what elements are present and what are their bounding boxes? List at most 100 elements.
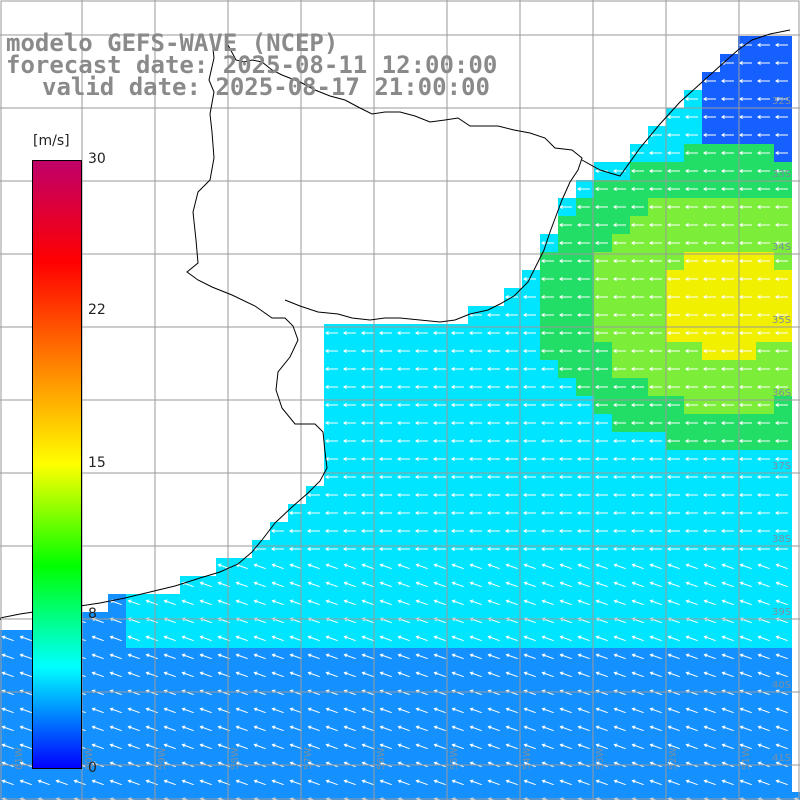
wind-arrow xyxy=(775,457,788,461)
wind-arrow xyxy=(649,367,662,371)
coastline xyxy=(0,39,328,620)
wind-arrow xyxy=(1,653,14,660)
wind-arrow xyxy=(91,707,104,714)
colorbar-tick-0: 0 xyxy=(88,760,97,776)
wind-arrow xyxy=(775,779,788,786)
wind-arrow xyxy=(667,779,680,786)
wind-arrow xyxy=(721,115,734,119)
wind-arrow xyxy=(613,421,626,425)
wind-arrow xyxy=(685,187,698,191)
wind-arrow xyxy=(649,403,662,407)
wind-arrow xyxy=(523,671,536,678)
wind-arrow xyxy=(541,277,554,281)
wind-arrow xyxy=(541,439,554,443)
wind-arrow xyxy=(559,439,572,443)
wind-arrow xyxy=(595,241,608,245)
wind-arrow xyxy=(631,581,644,588)
wind-arrow xyxy=(505,779,518,786)
wind-arrow xyxy=(631,241,644,245)
wind-arrow xyxy=(343,331,356,335)
wind-arrow xyxy=(757,187,770,191)
wind-arrow xyxy=(487,707,500,714)
wind-arrow xyxy=(199,635,212,642)
wind-arrow xyxy=(289,529,302,533)
wind-arrow xyxy=(19,635,32,642)
wind-arrow xyxy=(523,743,536,750)
wind-arrow xyxy=(649,563,662,570)
wind-arrow xyxy=(775,205,788,209)
wind-arrow xyxy=(487,367,500,371)
wind-arrow xyxy=(721,151,734,155)
wind-arrow xyxy=(775,151,788,155)
wind-arrow xyxy=(145,779,158,786)
lat-label: 32S xyxy=(772,96,791,107)
wind-arrow xyxy=(505,725,518,732)
wind-arrow xyxy=(541,547,554,551)
wind-arrow xyxy=(181,707,194,714)
wind-arrow xyxy=(739,635,752,642)
wind-arrow xyxy=(19,707,32,714)
valid-date: valid date: 2025-08-17 21:00:00 xyxy=(42,73,490,101)
wind-arrow xyxy=(523,403,536,407)
wind-arrow xyxy=(397,403,410,407)
wind-arrow xyxy=(433,385,446,389)
wind-arrow xyxy=(613,349,626,353)
wind-arrow xyxy=(433,707,446,714)
wind-arrow xyxy=(685,97,698,101)
wind-arrow xyxy=(559,331,572,335)
wind-arrow xyxy=(109,635,122,642)
wind-arrow xyxy=(379,635,392,642)
wind-arrow xyxy=(397,599,410,606)
wind-arrow xyxy=(721,779,734,786)
wind-arrow xyxy=(685,367,698,371)
wind-arrow xyxy=(559,205,572,209)
wind-arrow xyxy=(649,671,662,678)
wind-arrow xyxy=(541,671,554,678)
wind-arrow xyxy=(523,295,536,299)
wind-arrow xyxy=(721,169,734,173)
wind-arrow xyxy=(595,493,608,497)
wind-arrow xyxy=(469,563,482,570)
wind-arrow xyxy=(631,331,644,335)
wind-arrow xyxy=(505,457,518,461)
wind-arrow xyxy=(613,653,626,660)
wind-cell xyxy=(162,792,180,800)
wind-arrow xyxy=(577,259,590,263)
wind-arrow xyxy=(325,599,338,606)
wind-arrow xyxy=(613,385,626,389)
wind-arrow xyxy=(721,547,734,551)
wind-arrow xyxy=(649,779,662,786)
wind-arrow xyxy=(703,493,716,497)
wind-arrow xyxy=(667,295,680,299)
wind-arrow xyxy=(361,385,374,389)
wind-arrow xyxy=(523,635,536,642)
wind-arrow xyxy=(667,133,680,137)
wind-arrow xyxy=(757,169,770,173)
wind-arrow xyxy=(757,707,770,714)
wind-arrow xyxy=(397,671,410,678)
wind-arrow xyxy=(163,707,176,714)
wind-cell xyxy=(360,792,378,800)
wind-arrow xyxy=(487,653,500,660)
wind-arrow xyxy=(721,421,734,425)
wind-arrow xyxy=(541,475,554,479)
wind-arrow xyxy=(343,457,356,461)
wind-arrow xyxy=(595,725,608,732)
wind-arrow xyxy=(703,151,716,155)
wind-arrow xyxy=(667,707,680,714)
wind-arrow xyxy=(667,599,680,606)
wind-arrow xyxy=(631,259,644,263)
wind-arrow xyxy=(541,367,554,371)
wind-cell xyxy=(756,792,774,800)
wind-arrow xyxy=(253,779,266,786)
wind-cell xyxy=(702,792,720,800)
lat-label: 41S xyxy=(772,753,791,764)
wind-arrow xyxy=(505,671,518,678)
wind-arrow xyxy=(667,385,680,389)
wind-arrow xyxy=(595,563,608,570)
wind-arrow xyxy=(91,635,104,642)
wind-arrow xyxy=(667,529,680,533)
wind-cell xyxy=(414,792,432,800)
wind-arrow xyxy=(433,511,446,515)
wind-arrow xyxy=(739,295,752,299)
